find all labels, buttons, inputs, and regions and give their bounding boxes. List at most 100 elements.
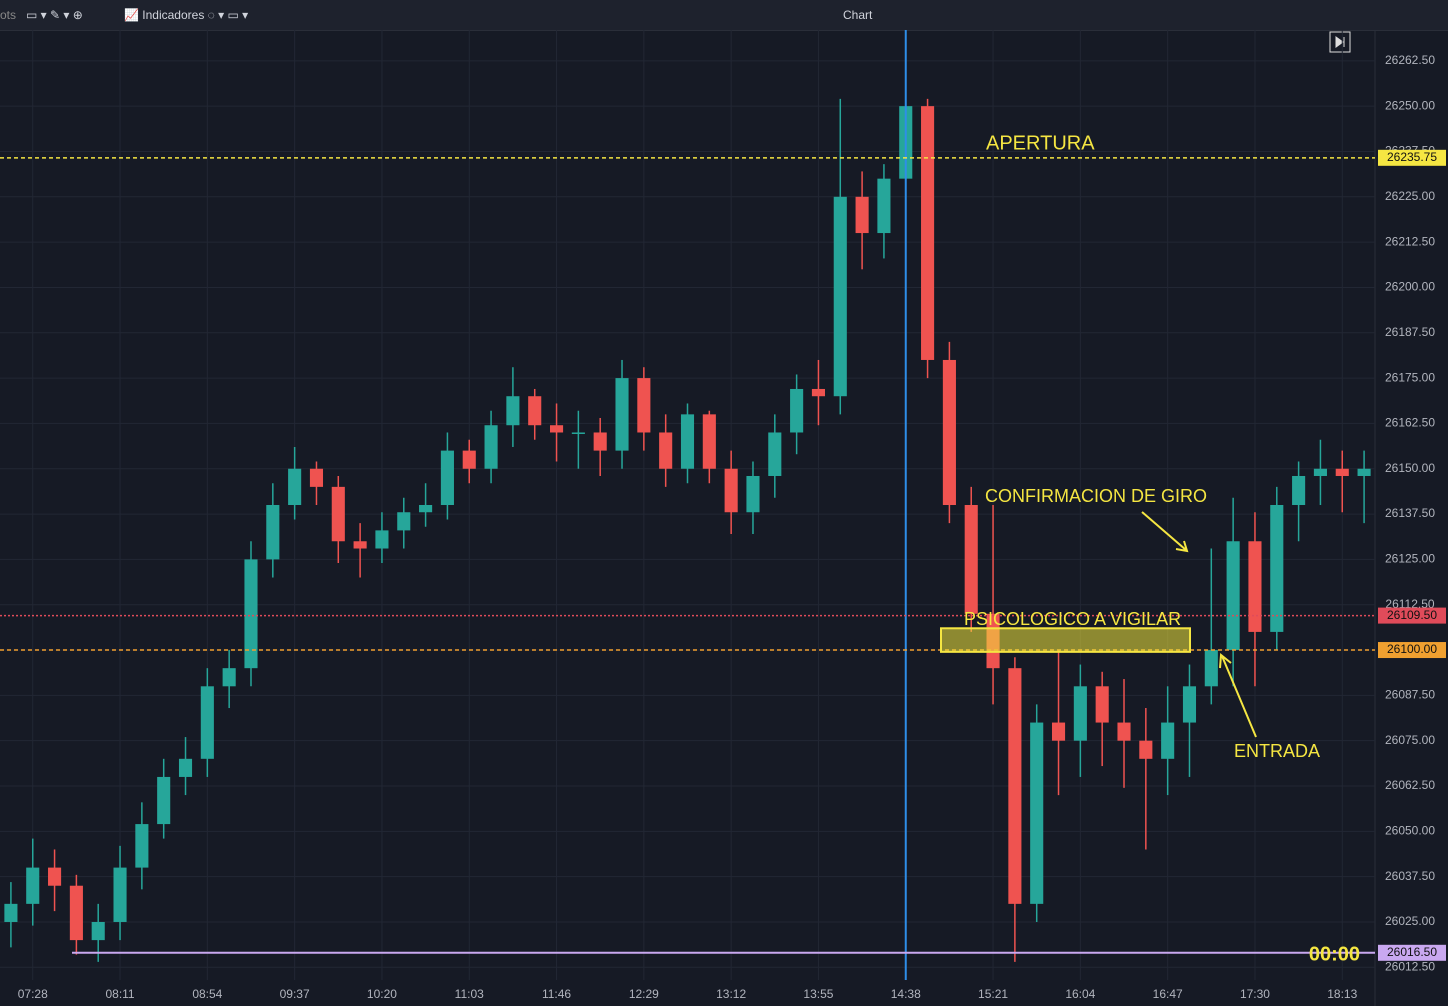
chart-bg [0, 31, 1448, 1006]
candle-body [659, 432, 673, 469]
scroll-icon [1335, 36, 1345, 48]
candle-body [178, 758, 193, 777]
x-tick-label: 16:47 [1153, 987, 1183, 1001]
y-tick-label: 26025.00 [1385, 914, 1435, 928]
y-tick-label: 26050.00 [1385, 824, 1435, 838]
candle-body [550, 425, 564, 433]
candle-body [964, 505, 978, 614]
candle-body [528, 396, 542, 426]
candle-body [637, 378, 651, 433]
price-tag [1378, 149, 1446, 166]
toolbar-text: ots [0, 8, 17, 22]
x-tick-label: 14:38 [891, 987, 921, 1001]
candle-body [244, 559, 258, 669]
candle-body [506, 396, 520, 426]
y-tick-label: 26262.50 [1385, 53, 1435, 67]
y-tick-label: 26250.00 [1385, 98, 1435, 112]
toolbar-icons[interactable]: ▭ ▾ ✎ ▾ ⊕ [26, 8, 83, 22]
candle-body [1292, 475, 1306, 505]
candle-body [4, 903, 18, 922]
annotation: APERTURA [986, 132, 1095, 154]
candle-body [1073, 686, 1087, 741]
candle-body [353, 541, 367, 549]
y-tick-label: 26087.50 [1385, 688, 1435, 702]
zone-box [940, 627, 1191, 653]
x-tick-label: 15:21 [978, 987, 1008, 1001]
candle-body [26, 867, 40, 904]
price-tag [1378, 607, 1446, 624]
x-tick-label: 13:55 [803, 987, 833, 1001]
price-tag-label: 26109.50 [1387, 608, 1437, 622]
candle-body [724, 468, 738, 513]
candle-body [1117, 722, 1131, 741]
candle-body [309, 468, 324, 487]
annotation: 00:00 [1309, 943, 1360, 965]
x-tick-label: 16:04 [1065, 987, 1095, 1001]
candle-body [877, 178, 891, 234]
price-tag [1378, 642, 1446, 659]
x-tick-label: 08:54 [192, 987, 222, 1001]
y-tick-label: 26075.00 [1385, 733, 1435, 747]
candle-body [200, 686, 214, 759]
y-tick-label: 26137.50 [1385, 506, 1435, 520]
candle-body [768, 432, 782, 476]
x-tick-label: 18:13 [1327, 987, 1357, 1001]
price-tag-label: 26100.00 [1387, 642, 1437, 656]
candle-body [91, 921, 105, 941]
candle-body [746, 475, 760, 513]
price-tag [1378, 944, 1446, 961]
candle-body [1182, 686, 1197, 723]
candle-body [1313, 468, 1327, 476]
candle-body [680, 414, 695, 469]
candle-body [1030, 722, 1044, 904]
candle-body [440, 450, 454, 505]
candle-body [397, 512, 411, 531]
y-tick-label: 26212.50 [1385, 234, 1435, 248]
candle-body [615, 378, 629, 451]
indicators-button[interactable]: 📈 Indicadores ◌ ▾ ▭ ▾ [124, 8, 249, 22]
y-tick-label: 26225.00 [1385, 189, 1435, 203]
candle-body [1139, 740, 1153, 759]
toolbar: ots ▭ ▾ ✎ ▾ ⊕ 📈 Indicadores ◌ ▾ ▭ ▾ Char… [0, 0, 1448, 31]
annotation: ENTRADA [1234, 741, 1320, 761]
y-tick-label: 26175.00 [1385, 370, 1435, 384]
candle-body [331, 486, 345, 542]
y-tick-label: 26150.00 [1385, 461, 1435, 475]
x-tick-label: 13:12 [716, 987, 746, 1001]
candle-body [419, 505, 433, 513]
candle-body [157, 776, 171, 825]
candle-body [1270, 505, 1284, 632]
y-tick-label: 26187.50 [1385, 325, 1435, 339]
candle-body [1335, 468, 1349, 476]
candle-body [1161, 722, 1175, 759]
candle-body [1226, 541, 1240, 651]
candle-body [593, 432, 607, 451]
x-tick-label: 08:11 [105, 987, 134, 1001]
candle-body [855, 196, 869, 234]
candle-body [1357, 468, 1371, 476]
candle-body [484, 425, 498, 469]
candle-body [790, 388, 804, 433]
x-tick-label: 09:37 [280, 987, 310, 1001]
x-tick-label: 12:29 [629, 987, 659, 1001]
candle-body [462, 450, 476, 469]
price-tag-label: 26235.75 [1387, 150, 1437, 164]
annotation: CONFIRMACION DE GIRO [985, 486, 1207, 506]
y-tick-label: 26125.00 [1385, 552, 1435, 566]
indicators-label: Indicadores [142, 8, 205, 22]
y-tick-label: 26037.50 [1385, 869, 1435, 883]
candle-body [921, 106, 935, 360]
candle-body [48, 867, 62, 886]
y-tick-label: 26200.00 [1385, 280, 1435, 294]
candle-body [1008, 668, 1022, 904]
candle-body [69, 885, 83, 941]
candle-body [288, 468, 302, 505]
candle-body [811, 388, 825, 397]
candle-body [266, 505, 280, 560]
scroll-button[interactable] [1329, 31, 1351, 53]
annotation: PSICOLOGICO A VIGILAR [964, 609, 1181, 629]
candle-body [1051, 722, 1066, 741]
candle-body [375, 530, 389, 549]
x-tick-label: 07:28 [18, 987, 48, 1001]
